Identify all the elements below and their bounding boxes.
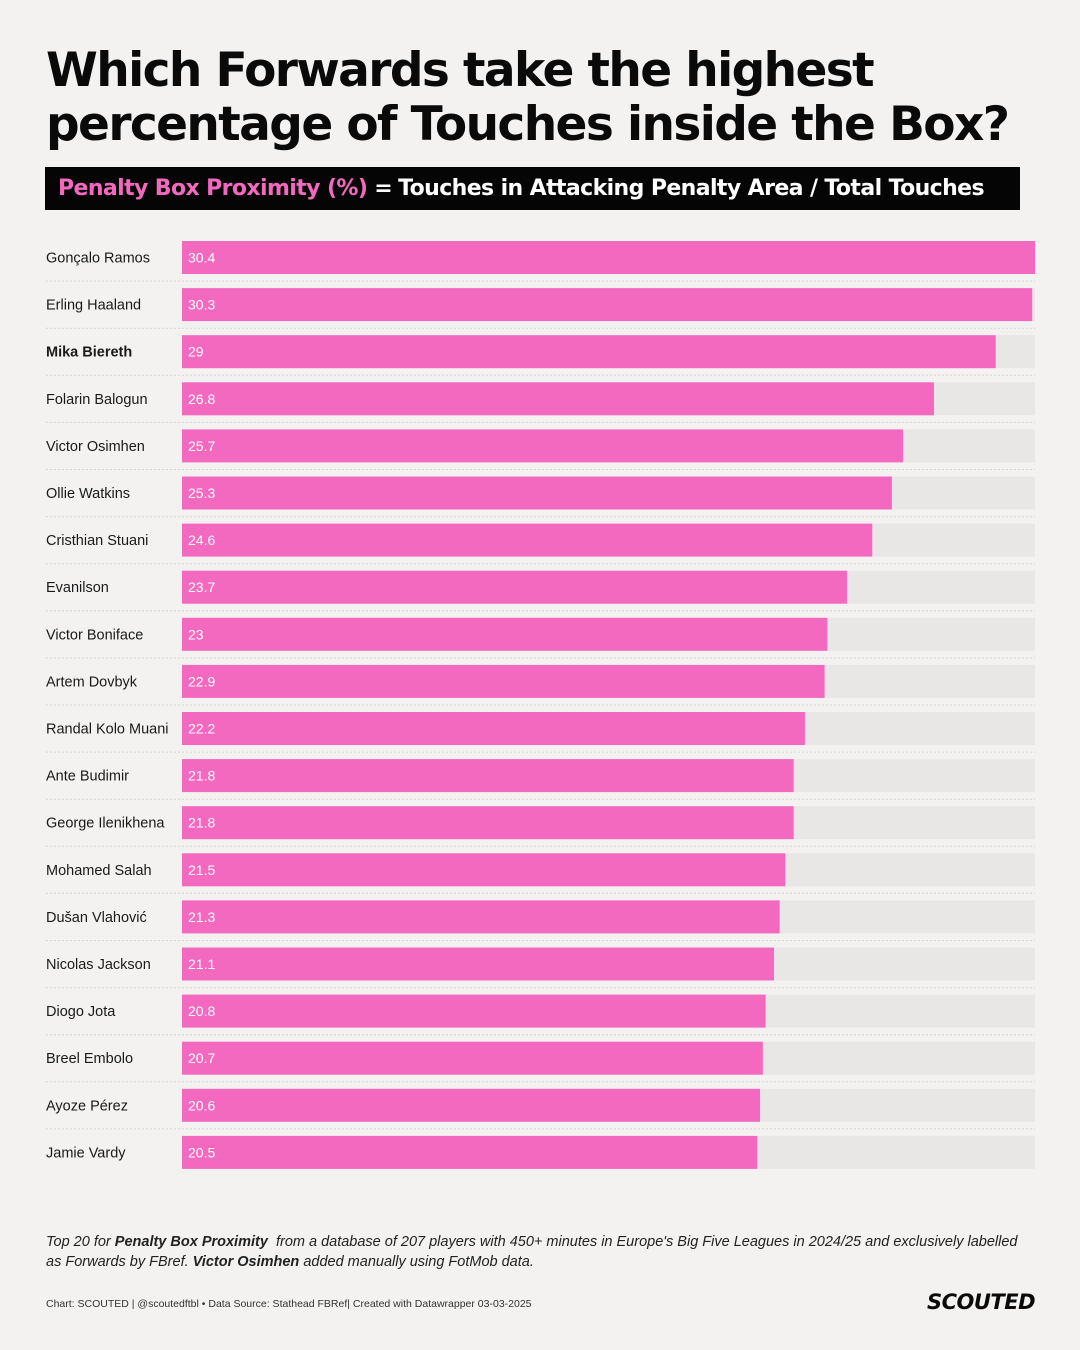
- title-line-1: Which Forwards take the highest: [46, 43, 875, 98]
- player-label: Mika Biereth: [46, 345, 132, 361]
- equals-sign: =: [374, 176, 393, 201]
- footnote-intro: Top 20 for: [46, 1234, 115, 1250]
- player-label: Nicolas Jackson: [46, 957, 151, 973]
- bar: [182, 664, 825, 698]
- bar: [182, 1041, 763, 1075]
- bar: [182, 288, 1033, 322]
- bar: [182, 382, 934, 416]
- value-label: 21.8: [188, 815, 215, 831]
- metric-definition-banner: Penalty Box Proximity (%) = Touches in Att…: [45, 167, 1020, 210]
- player-label: Jamie Vardy: [46, 1145, 126, 1161]
- bar: [182, 1135, 758, 1169]
- value-label: 25.7: [188, 438, 215, 454]
- bar: [182, 853, 786, 887]
- player-label: Dušan Vlahović: [46, 910, 147, 926]
- footnote-player: Victor Osimhen: [192, 1254, 300, 1270]
- player-label: Erling Haaland: [46, 298, 141, 314]
- title-line-2: percentage of Touches inside the Box?: [46, 97, 1010, 152]
- bar: [182, 523, 873, 557]
- bar: [182, 617, 828, 651]
- player-label: Victor Osimhen: [46, 439, 145, 455]
- value-label: 30.4: [188, 250, 215, 266]
- value-label: 21.1: [188, 956, 215, 972]
- player-label: Folarin Balogun: [46, 392, 148, 408]
- value-label: 23: [188, 626, 204, 642]
- value-label: 29: [188, 344, 204, 360]
- player-label: George Ilenikhena: [46, 816, 165, 832]
- bar: [182, 1088, 761, 1122]
- bar: [182, 806, 794, 840]
- brand-logo: SCOUTED: [926, 1290, 1036, 1314]
- bar-chart: Gonçalo Ramos 30.4 Erling Haaland 30.3 Mika …: [46, 241, 1035, 1169]
- bar: [182, 429, 904, 463]
- value-label: 24.6: [188, 532, 215, 548]
- value-label: 20.5: [188, 1144, 215, 1160]
- footnote-body: from a database of 207 players with 450+…: [46, 1234, 1022, 1270]
- footnote: Top 20 for Penalty Box Proximity from a …: [46, 1232, 1036, 1272]
- player-label: Breel Embolo: [46, 1051, 133, 1067]
- player-label: Evanilson: [46, 580, 109, 596]
- player-label: Ayoze Pérez: [46, 1098, 128, 1114]
- value-label: 21.3: [188, 909, 215, 925]
- metric-name: Penalty Box Proximity (%): [58, 176, 368, 201]
- player-label: Diogo Jota: [46, 1004, 116, 1020]
- bar: [182, 994, 766, 1028]
- bar: [182, 241, 1035, 274]
- value-label: 22.9: [188, 673, 215, 689]
- value-label: 20.7: [188, 1050, 215, 1066]
- value-label: 23.7: [188, 579, 215, 595]
- value-label: 20.8: [188, 1003, 215, 1019]
- value-label: 26.8: [188, 391, 215, 407]
- bar: [182, 712, 805, 745]
- player-label: Cristhian Stuani: [46, 533, 148, 549]
- value-label: 25.3: [188, 485, 215, 501]
- value-label: 30.3: [188, 297, 215, 313]
- player-label: Artem Dovbyk: [46, 674, 138, 690]
- metric-formula: Touches in Attacking Penalty Area / Tota…: [398, 176, 984, 201]
- player-label: Ollie Watkins: [46, 486, 130, 502]
- bar: [182, 947, 775, 981]
- chart-title: Which Forwards take the highest percenta…: [46, 44, 1046, 152]
- value-label: 21.5: [188, 862, 215, 878]
- footnote-end: added manually using FotMob data.: [299, 1254, 534, 1270]
- player-label: Randal Kolo Muani: [46, 722, 169, 738]
- chart-credits: Chart: SCOUTED | @scoutedftbl • Data Sou…: [46, 1298, 532, 1310]
- value-label: 21.8: [188, 768, 215, 784]
- value-label: 20.6: [188, 1097, 215, 1113]
- bar: [182, 570, 848, 604]
- player-label: Victor Boniface: [46, 627, 143, 643]
- bar: [182, 759, 794, 793]
- footnote-metric: Penalty Box Proximity: [114, 1234, 268, 1250]
- player-label: Mohamed Salah: [46, 863, 152, 879]
- player-label: Ante Budimir: [46, 769, 129, 785]
- bar: [182, 335, 996, 369]
- bar: [182, 476, 892, 510]
- bar: [182, 900, 780, 934]
- value-label: 22.2: [188, 721, 215, 737]
- player-label: Gonçalo Ramos: [46, 251, 150, 267]
